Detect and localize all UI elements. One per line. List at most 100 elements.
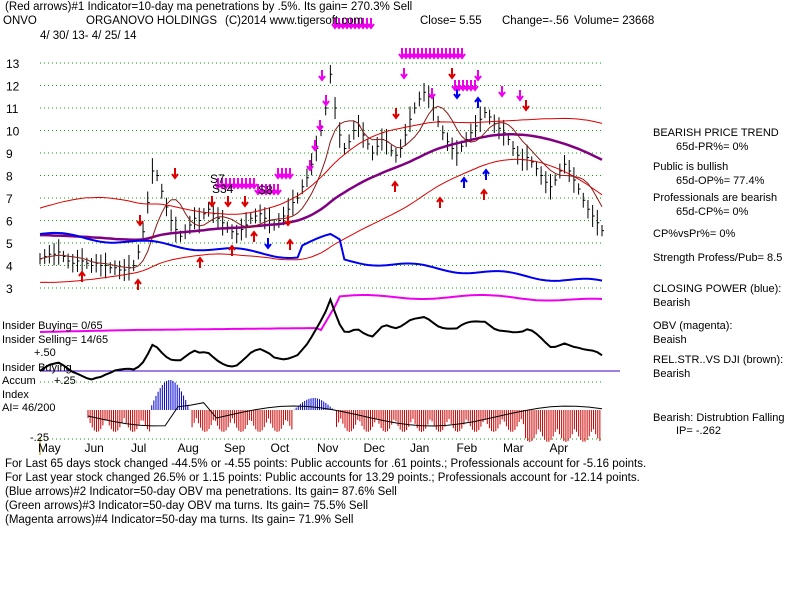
- trend-title: BEARISH PRICE TREND: [653, 127, 779, 139]
- buy-arrow-icon: [474, 96, 482, 108]
- annotation-s7: S7: [210, 172, 225, 186]
- relstr-title: REL.STR..VS DJI (brown):: [653, 354, 784, 366]
- insider-buying: Insider Buying= 0/65: [2, 320, 103, 332]
- annotation-s8: S8: [258, 183, 273, 197]
- obv-title: OBV (magenta):: [653, 320, 733, 332]
- sell-arrow-icon: [392, 108, 400, 120]
- relstr-line: [39, 296, 603, 381]
- sell-arrow-icon: [400, 68, 408, 80]
- buy-arrow-icon: [78, 270, 86, 282]
- sell-arrow-icon: [286, 168, 294, 180]
- buy-arrow-icon: [250, 230, 258, 242]
- ai-label: AI= 46/200: [2, 402, 56, 414]
- y-tick-label: 4: [6, 260, 13, 274]
- x-tick-label: Feb: [457, 441, 478, 455]
- x-tick-labels: May Jun Jul Aug Sep Oct Nov Dec Jan Feb Mar Apr: [38, 441, 568, 455]
- price-grid: [39, 62, 620, 455]
- buy-arrow-icon: [196, 256, 204, 268]
- y-tick-label: 3: [6, 282, 13, 296]
- sell-arrow-icon: [498, 86, 506, 98]
- obv-value: Beaish: [653, 334, 687, 346]
- y-tick-label: 8: [6, 170, 13, 184]
- ma10-line: [39, 105, 603, 269]
- lower-band: [39, 158, 603, 283]
- x-tick-label: Dec: [364, 441, 385, 455]
- x-tick-label: Sep: [224, 441, 246, 455]
- sell-arrow-icon: [264, 238, 272, 250]
- company-name: ORGANOVO HOLDINGS: [86, 15, 217, 27]
- index-label: Index: [2, 389, 29, 401]
- sell-arrow-icon: [453, 88, 461, 100]
- sell-arrow-icon: [311, 140, 319, 152]
- strength-line: Strength Profess/Pub= 8.5: [653, 252, 783, 264]
- sell-arrow-icon: [474, 70, 482, 82]
- x-tick-label: Aug: [178, 441, 199, 455]
- op-line: 65d-OP%= 77.4%: [676, 175, 765, 187]
- annotation-s34: S34: [212, 182, 234, 196]
- sell-arrow-icon: [458, 48, 466, 60]
- x-tick-label: Nov: [317, 441, 338, 455]
- buy-arrow-icon: [480, 188, 488, 200]
- y-tick-label: 5: [6, 237, 13, 251]
- y-tick-label: 7: [6, 192, 13, 206]
- pro-title: Professionals are bearish: [653, 192, 778, 204]
- accum-ma-line: [87, 402, 603, 427]
- volume-value: Volume= 23668: [574, 15, 655, 27]
- accum-label-2: Accum: [2, 375, 36, 387]
- x-tick-label: Jun: [85, 441, 104, 455]
- x-tick-label: Jan: [410, 441, 429, 455]
- y-tick-label: 11: [6, 102, 19, 116]
- header-indicator-line: (Red arrows)#1 Indicator=10-day ma penet…: [5, 1, 413, 13]
- closing-power-title: CLOSING POWER (blue):: [653, 283, 782, 295]
- relstr-value: Bearish: [653, 368, 691, 380]
- sell-arrow-icon: [471, 80, 479, 92]
- footer-line-1: For Last 65 days stock changed -44.5% or…: [5, 458, 647, 470]
- x-tick-label: May: [38, 441, 61, 455]
- footer-line-5: (Magenta arrows)#4 Indicator=50-day ma t…: [5, 514, 354, 526]
- sell-arrow-icon: [208, 196, 216, 208]
- accumulation-histogram: [87, 380, 603, 442]
- accum-label-1: Insider Buying: [2, 362, 72, 374]
- close-value: Close= 5.55: [420, 15, 482, 27]
- sell-arrow-icon: [224, 196, 232, 208]
- sell-arrow-icon: [367, 18, 375, 30]
- closing-power-line: [39, 231, 603, 282]
- date-range: 4/ 30/ 13- 4/ 25/ 14: [40, 30, 137, 42]
- footer-line-4: (Green arrows)#3 Indicator=50-day OBV ma…: [5, 500, 369, 512]
- y-tick-labels: 3 4 5 6 7 8 9 10 11 12 13: [6, 57, 20, 296]
- closing-power-value: Bearish: [653, 297, 691, 309]
- ticker-symbol: ONVO: [3, 15, 37, 27]
- plus25-label: +.25: [54, 375, 76, 387]
- buy-arrow-icon: [391, 180, 399, 192]
- x-tick-label: Apr: [550, 441, 569, 455]
- sell-arrow-icon: [284, 215, 292, 227]
- buy-arrow-icon: [482, 168, 490, 180]
- pr-line: 65d-PR%= 0%: [676, 141, 749, 153]
- insider-selling: Insider Selling= 14/65: [2, 334, 109, 346]
- sell-arrow-icon: [136, 215, 144, 227]
- buy-arrow-icon: [286, 238, 294, 250]
- sell-arrow-icon: [274, 184, 282, 196]
- footer-line-3: (Blue arrows)#2 Indicator=50-day OBV ma …: [5, 486, 397, 498]
- footer-line-2: For Last year stock changed 26.5% or 1.1…: [5, 472, 640, 484]
- change-value: Change=-.56: [502, 15, 569, 27]
- sell-arrow-icon: [250, 178, 258, 190]
- public-title: Public is bullish: [653, 161, 729, 173]
- upper-band: [39, 117, 603, 215]
- sell-arrow-icon: [316, 120, 324, 132]
- indicator-lines: [39, 105, 603, 381]
- ma50-line: [40, 133, 603, 242]
- buy-arrow-icon: [436, 196, 444, 208]
- sell-arrow-icon: [322, 95, 330, 107]
- minus25-label: -.25: [30, 432, 49, 444]
- buy-arrow-icon: [228, 244, 236, 256]
- x-tick-label: Mar: [503, 441, 524, 455]
- sell-arrow-icon: [241, 196, 249, 208]
- sell-arrow-icon: [428, 88, 436, 100]
- x-tick-label: Jul: [131, 441, 146, 455]
- y-tick-label: 6: [6, 215, 13, 229]
- plus50-label: +.50: [34, 347, 56, 359]
- sell-arrow-icon: [306, 160, 314, 172]
- copyright-text: (C)2014 www.tigersoft.com: [225, 15, 364, 27]
